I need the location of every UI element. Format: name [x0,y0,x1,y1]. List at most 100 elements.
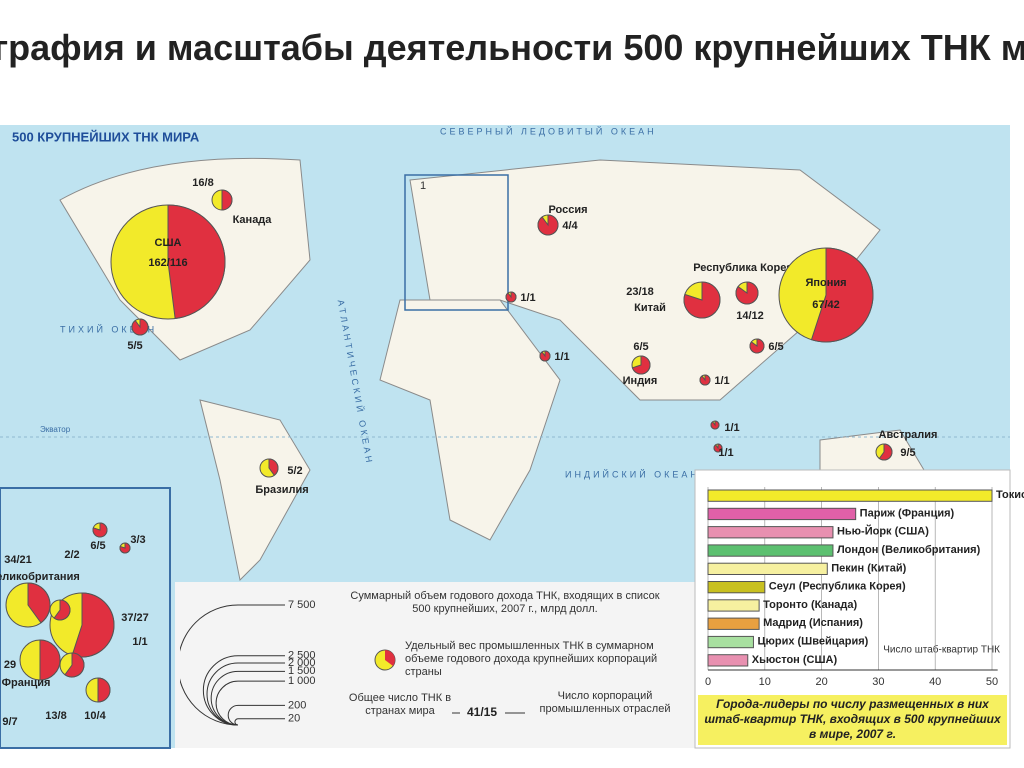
europe-frame [404,174,509,311]
country-count: 13/8 [45,710,66,722]
country-name: Индия [623,375,658,387]
caption-box: Города-лидеры по числу размещенных в них… [704,697,1001,741]
pie-share [119,542,131,554]
pie-share [631,355,651,375]
pie-share [683,281,721,319]
ocean-label: ТИХИЙ ОКЕАН [60,323,157,334]
ocean-label: СЕВЕРНЫЙ ЛЕДОВИТЫЙ ОКЕАН [440,125,657,136]
bar [707,507,857,521]
legend-text: Суммарный объем годового дохода ТНК, вхо… [350,590,660,615]
share-symbol [385,650,395,666]
country-count: 1/1 [714,375,729,387]
south-america [199,399,311,582]
scale-label: 1 500 [288,665,316,677]
bar [707,654,749,667]
pie-share [749,338,765,354]
country-count: 1/1 [554,351,569,363]
pie-share [92,522,108,538]
country-count: 37/27 [121,612,149,624]
country-name: Китай [634,302,666,314]
pie-share [64,652,85,678]
ocean-label: ИНДИЙСКИЙ ОКЕАН [565,468,700,479]
bar [707,581,766,594]
example-label: 41/15 [467,705,497,719]
country-name: Республика Корея [693,262,793,274]
map-title: 500 КРУПНЕЙШИХ ТНК МИРА [12,129,200,144]
country-count: 3/3 [130,534,145,546]
pie-share [221,189,233,211]
country-count: 34/21 [4,554,32,566]
pie-share [39,639,61,681]
country-count: 6/5 [768,341,783,353]
legend-text: Общее число ТНК в странах мира [348,692,452,717]
bar-label: Лондон (Великобритания) [837,544,981,556]
x-tick-label: 40 [929,676,941,688]
country-count: 1/1 [718,447,733,459]
scale-label: 20 [288,713,300,725]
country-count: 6/5 [90,540,105,552]
bar [707,544,834,557]
country-count: 4/4 [562,220,578,232]
total-text: Общее число ТНК в странах мира [348,692,452,717]
x-tick-label: 50 [986,676,998,688]
bar-label: Цюрих (Швейцария) [757,635,868,647]
country-count: 1/1 [132,636,147,648]
pie-share [97,677,111,703]
country-count: 5/2 [287,465,302,477]
country-count: 67/42 [812,299,840,311]
caption: Города-лидеры по числу размещенных в них… [704,697,1001,741]
bar-label: Пекин (Китай) [831,562,906,574]
country-count: 9/5 [900,447,915,459]
pie-share [539,350,551,362]
country-count: 9/7 [2,716,17,728]
pie-share [710,420,720,430]
pie-share [131,318,149,336]
equator-label: Экватор [40,425,71,434]
pie-share [27,582,51,624]
inset-label: 1 [420,180,426,192]
pie-share [167,204,226,320]
pie-share [713,443,723,453]
revenue-title: Суммарный объем годового дохода ТНК, вхо… [350,590,660,615]
pie-share [735,281,759,305]
country-count: 1/1 [724,422,739,434]
bar [707,562,828,576]
country-name: США [155,237,182,249]
x-tick-label: 0 [705,676,711,688]
pie-share [699,374,711,386]
scale-label: 200 [288,699,306,711]
bar-label: Хьюстон (США) [752,654,838,666]
pie-share [268,458,279,476]
bar [707,489,993,502]
industrial-text: Число корпораций промышленных отраслей [539,690,671,715]
country-count: 1/1 [520,292,535,304]
pie-share [505,291,517,303]
country-count: 16/8 [192,177,213,189]
scale-label: 7 500 [288,599,316,611]
x-tick-label: 20 [815,676,827,688]
bar-label: Париж (Франция) [860,507,955,519]
eurasia [409,159,881,401]
title-line: География и масштабы деятельности 500 кр… [0,27,1024,68]
country-name: Канада [233,214,273,226]
bar-label: Торонто (Канада) [763,599,857,611]
bar [707,635,754,649]
country-count: 2/2 [64,549,79,561]
country-name: Бразилия [255,484,308,496]
country-name: Россия [548,204,587,216]
bar [707,526,834,539]
country-count: 14/12 [736,310,764,322]
bar [707,617,760,630]
x-tick-label: 30 [872,676,884,688]
bar-label: Мадрид (Испания) [763,617,863,629]
pie-share [537,214,559,236]
scale-label: 2 000 [288,657,316,669]
title: География и масштабы деятельности 500 кр… [0,27,1024,68]
bar-label: Сеул (Республика Корея) [769,581,906,593]
scale-label: 1 000 [288,675,316,687]
share-text: Удельный вес промышленных ТНК в суммарно… [405,640,658,678]
bar [707,599,760,612]
caption-bg [698,695,1007,745]
scale-arc [227,704,238,726]
